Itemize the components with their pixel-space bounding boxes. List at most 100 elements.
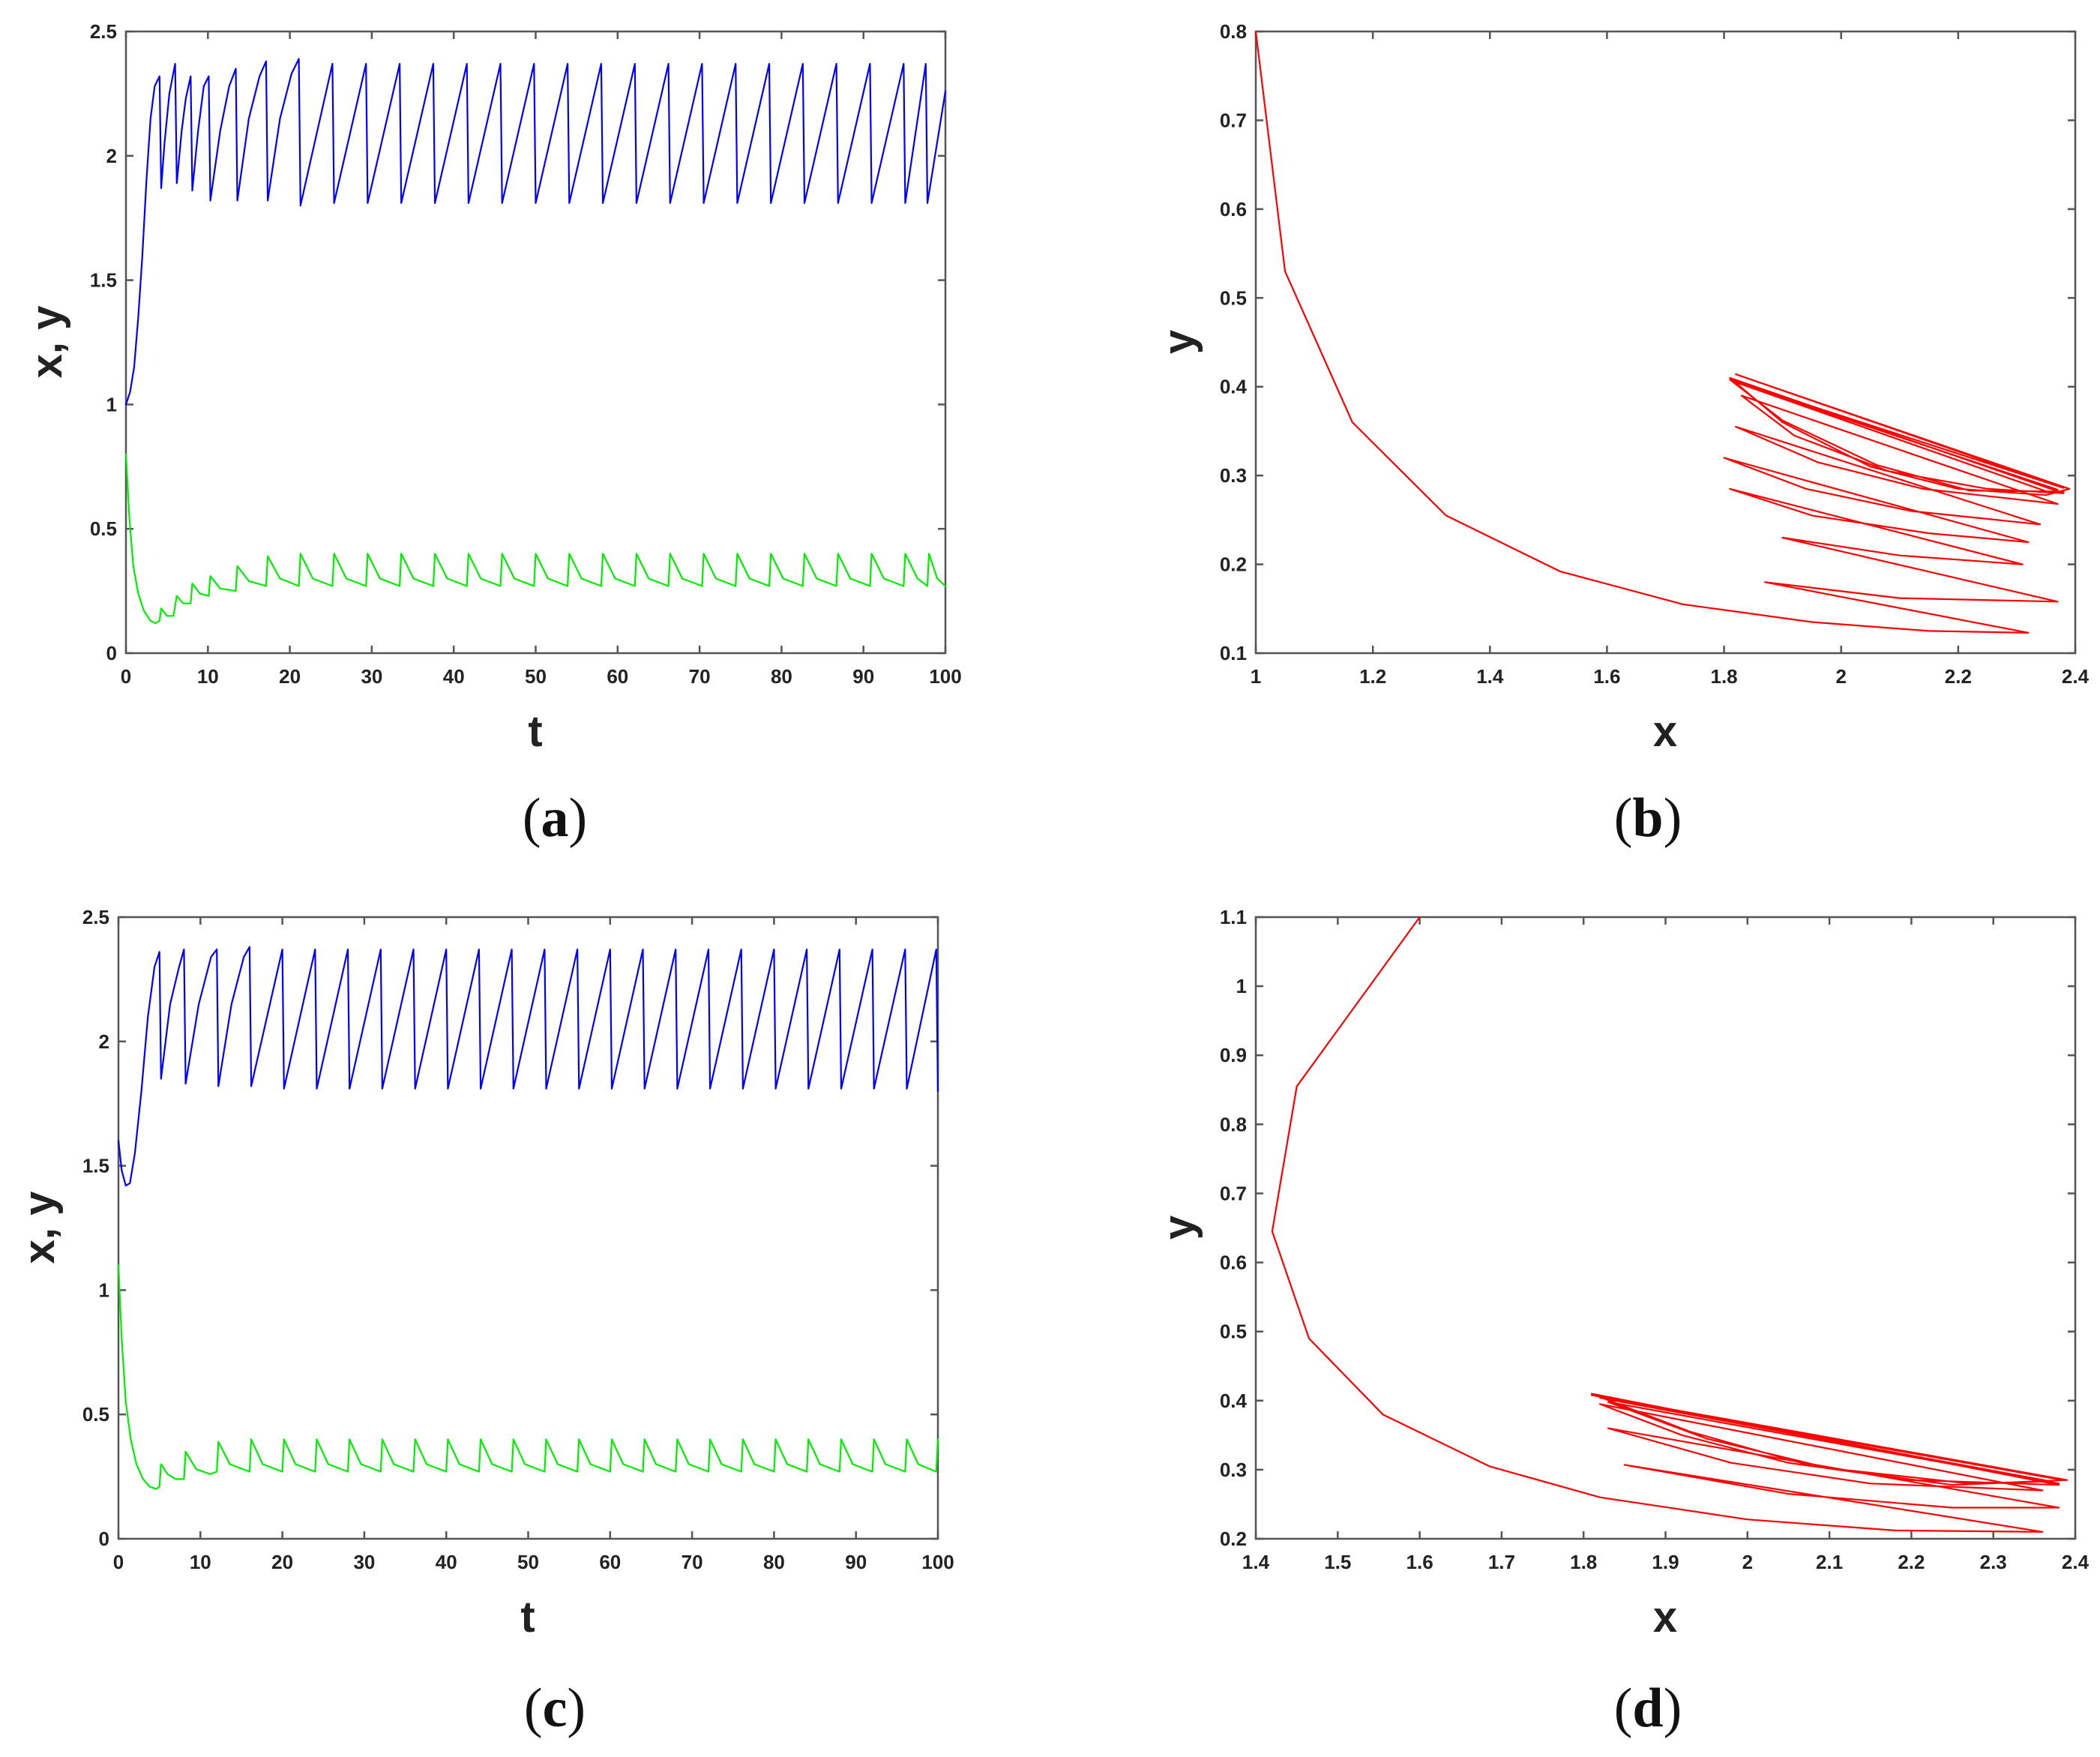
x-tick-label-c: 60	[599, 1551, 621, 1573]
y-tick-label-a: 2.5	[90, 20, 117, 43]
panel-c: 0 10 20 30 40 50 60 70 80 90 100 0 0.5 1 1.5 2 2.5 t x, …	[15, 906, 954, 1739]
y-tick-label-b: 0.8	[1220, 20, 1247, 43]
y-tick-label-b: 0.6	[1220, 198, 1247, 220]
y-tick-label-a: 0	[106, 642, 117, 664]
y-tick-label-b: 0.5	[1220, 286, 1247, 309]
x-tick-label-d: 2.1	[1816, 1551, 1843, 1573]
y-tick-label-b: 0.7	[1220, 109, 1247, 131]
series-line-d-trajectory	[1271, 916, 2069, 1533]
x-tick-label-b: 2.2	[1945, 665, 1972, 688]
x-tick-label-c: 0	[113, 1551, 124, 1573]
x-tick-label-a: 60	[607, 665, 628, 688]
x-tick-label-d: 1.8	[1570, 1551, 1597, 1573]
x-tick-label-c: 30	[353, 1551, 375, 1573]
y-axis-label-c: x, y	[15, 1192, 64, 1264]
y-tick-label-c: 2	[99, 1030, 109, 1053]
series-c	[117, 946, 939, 1490]
x-tick-label-a: 100	[929, 665, 961, 688]
x-tick-label-d: 2.4	[2062, 1551, 2090, 1573]
panel-a: 0 10 20 30 40 50 60 70 80 90 100 0 0.5 1 1.5 2 2.5 t x, …	[22, 20, 962, 849]
x-tick-label-a: 30	[361, 665, 382, 688]
x-tick-label-b: 1.2	[1359, 665, 1386, 688]
ticks-a: 0 10 20 30 40 50 60 70 80 90 100 0 0.5 1 1.5 2 2.5	[90, 20, 962, 688]
ticks-b: 1 1.2 1.4 1.6 1.8 2 2.2 2.4 0.1 0.2 0.3 0.4 0.5 0.6 0.…	[1220, 20, 2090, 688]
plot-area-b	[1254, 30, 2077, 655]
series-line-a-x	[124, 58, 947, 406]
panel-d: 1.4 1.5 1.6 1.7 1.8 1.9 2 2.1 2.2 2.3 2.4 0.2 0.3 0.4…	[1155, 906, 2090, 1739]
x-tick-label-a: 40	[443, 665, 465, 688]
y-tick-label-d: 0.3	[1220, 1459, 1247, 1481]
x-tick-label-a: 0	[121, 665, 131, 688]
y-tick-label-d: 0.4	[1220, 1390, 1248, 1412]
x-tick-label-a: 10	[197, 665, 219, 688]
x-tick-label-b: 2.4	[2062, 665, 2090, 688]
x-axis-label-c: t	[520, 1593, 535, 1642]
x-tick-label-d: 1.9	[1652, 1551, 1679, 1573]
caption-letter-b: b	[1632, 787, 1663, 849]
x-tick-label-c: 10	[190, 1551, 211, 1573]
plot-area-c	[117, 916, 939, 1540]
caption-c: (c)	[524, 1678, 586, 1739]
x-tick-label-b: 1.6	[1593, 665, 1620, 688]
x-tick-label-c: 40	[436, 1551, 457, 1573]
caption-b: (b)	[1614, 787, 1682, 849]
y-tick-label-b: 0.3	[1220, 464, 1247, 487]
y-tick-label-d: 1	[1236, 975, 1247, 997]
x-tick-label-d: 2	[1742, 1551, 1753, 1573]
caption-a: (a)	[523, 787, 587, 849]
caption-d: (d)	[1614, 1678, 1682, 1739]
x-tick-label-d: 2.2	[1898, 1551, 1925, 1573]
y-tick-label-c: 0.5	[82, 1403, 109, 1426]
y-tick-label-a: 1	[106, 393, 117, 415]
y-tick-label-d: 0.8	[1220, 1113, 1247, 1135]
caption-letter-c: c	[543, 1678, 568, 1739]
series-b	[1254, 30, 2071, 634]
y-tick-label-d: 1.1	[1220, 906, 1247, 928]
x-axis-label-a: t	[528, 707, 542, 756]
x-tick-label-d: 1.6	[1406, 1551, 1433, 1573]
series-a	[124, 58, 947, 625]
y-tick-label-d: 0.6	[1220, 1252, 1247, 1274]
x-tick-label-b: 1.8	[1710, 665, 1737, 688]
plot-area-d	[1254, 916, 2077, 1540]
y-axis-label-d: y	[1155, 1216, 1203, 1240]
y-tick-label-d: 0.5	[1220, 1321, 1247, 1343]
y-tick-label-a: 0.5	[90, 517, 117, 540]
y-tick-label-b: 0.2	[1220, 553, 1247, 576]
y-axis-label-a: x, y	[22, 306, 71, 379]
y-tick-label-d: 0.2	[1220, 1528, 1247, 1550]
y-tick-label-c: 2.5	[82, 906, 109, 928]
x-tick-label-c: 80	[763, 1551, 785, 1573]
x-tick-label-a: 70	[689, 665, 711, 688]
y-tick-label-b: 0.1	[1220, 642, 1247, 664]
x-tick-label-c: 20	[271, 1551, 293, 1573]
y-tick-label-b: 0.4	[1220, 376, 1248, 398]
series-line-c-x	[117, 946, 939, 1187]
x-tick-label-b: 1.4	[1476, 665, 1504, 688]
x-tick-label-b: 2	[1835, 665, 1846, 688]
series-line-b-trajectory	[1254, 30, 2071, 634]
x-tick-label-a: 80	[771, 665, 792, 688]
y-tick-label-d: 0.9	[1220, 1044, 1247, 1066]
x-tick-label-c: 100	[921, 1551, 954, 1573]
x-tick-label-d: 1.5	[1324, 1551, 1351, 1573]
x-axis-label-b: x	[1653, 707, 1677, 756]
x-tick-label-d: 1.7	[1488, 1551, 1515, 1573]
y-tick-label-d: 0.7	[1220, 1182, 1247, 1204]
caption-letter-a: a	[541, 787, 569, 849]
caption-letter-d: d	[1632, 1678, 1663, 1739]
y-tick-label-c: 1.5	[82, 1155, 109, 1177]
x-tick-label-d: 1.4	[1242, 1551, 1270, 1573]
x-axis-label-d: x	[1653, 1593, 1677, 1642]
series-d	[1271, 916, 2069, 1533]
y-tick-label-c: 1	[99, 1279, 109, 1301]
ticks-d: 1.4 1.5 1.6 1.7 1.8 1.9 2 2.1 2.2 2.3 2.4 0.2 0.3 0.4…	[1220, 906, 2090, 1573]
y-axis-label-b: y	[1155, 330, 1203, 354]
series-line-a-y	[124, 453, 947, 625]
x-tick-label-d: 2.3	[1980, 1551, 2007, 1573]
x-tick-label-a: 20	[279, 665, 301, 688]
series-line-c-y	[117, 1264, 939, 1490]
ticks-c: 0 10 20 30 40 50 60 70 80 90 100 0 0.5 1 1.5 2 2.5	[82, 906, 954, 1573]
y-tick-label-a: 2	[106, 145, 117, 167]
